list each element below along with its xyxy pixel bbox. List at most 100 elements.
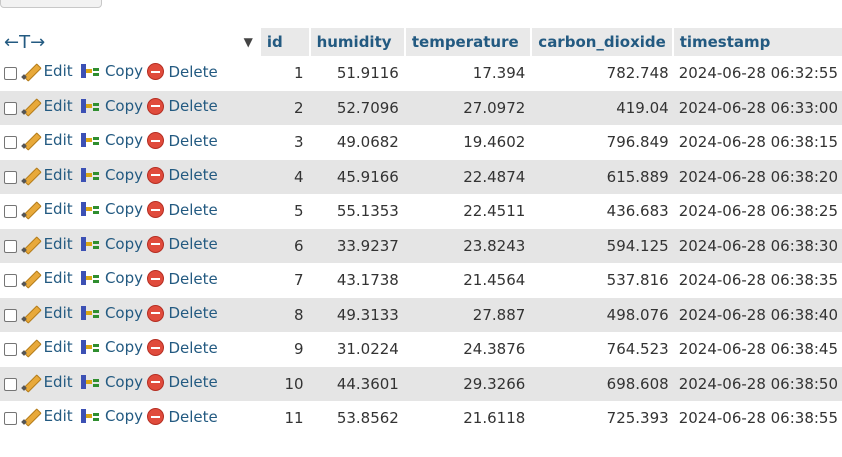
row-checkbox[interactable]: [4, 412, 18, 426]
copy-button[interactable]: Copy: [79, 97, 143, 115]
table-row[interactable]: Edit Copy Delete 6 33.9237 23.8243 594.125 2024…: [0, 228, 842, 263]
edit-button[interactable]: Edit: [22, 269, 73, 287]
row-checkbox[interactable]: [4, 136, 18, 150]
delete-button[interactable]: Delete: [147, 166, 218, 184]
copy-button[interactable]: Copy: [79, 338, 143, 356]
delete-button[interactable]: Delete: [147, 63, 218, 81]
edit-button[interactable]: Edit: [22, 304, 73, 322]
cell-humidity[interactable]: 51.9116: [336, 64, 399, 83]
cell-temperature[interactable]: 22.4511: [463, 202, 526, 221]
row-checkbox[interactable]: [4, 343, 18, 357]
cell-timestamp[interactable]: 2024-06-28 06:38:25: [678, 202, 838, 221]
delete-button[interactable]: Delete: [147, 304, 218, 322]
copy-button[interactable]: Copy: [79, 373, 143, 391]
delete-button[interactable]: Delete: [147, 339, 218, 357]
cell-humidity[interactable]: 49.0682: [336, 133, 399, 152]
row-checkbox[interactable]: [4, 377, 18, 391]
table-row[interactable]: Edit Copy Delete 3 49.0682 19.4602 796.849 2024…: [0, 125, 842, 160]
cell-carbon-dioxide[interactable]: 796.849: [606, 133, 669, 152]
cell-id[interactable]: 11: [284, 409, 304, 428]
delete-button[interactable]: Delete: [147, 408, 218, 426]
cell-temperature[interactable]: 19.4602: [463, 133, 526, 152]
cell-humidity[interactable]: 55.1353: [336, 202, 399, 221]
cell-carbon-dioxide[interactable]: 537.816: [606, 271, 669, 290]
edit-button[interactable]: Edit: [22, 373, 73, 391]
cell-id[interactable]: 10: [284, 374, 304, 393]
cell-temperature[interactable]: 21.6118: [463, 409, 526, 428]
cell-temperature[interactable]: 23.8243: [463, 236, 526, 255]
column-header-id[interactable]: id: [258, 28, 310, 56]
row-checkbox[interactable]: [4, 101, 18, 115]
edit-button[interactable]: Edit: [22, 97, 73, 115]
cell-temperature[interactable]: 27.887: [472, 305, 526, 324]
table-row[interactable]: Edit Copy Delete 4 45.9166 22.4874 615.889 2024…: [0, 159, 842, 194]
cell-humidity[interactable]: 45.9166: [336, 167, 399, 186]
cell-temperature[interactable]: 27.0972: [463, 98, 526, 117]
cell-id[interactable]: 4: [294, 167, 304, 186]
cell-timestamp[interactable]: 2024-06-28 06:38:40: [678, 305, 838, 324]
table-row[interactable]: Edit Copy Delete 11 53.8562 21.6118 725.393 202…: [0, 401, 842, 436]
delete-button[interactable]: Delete: [147, 132, 218, 150]
copy-button[interactable]: Copy: [79, 407, 143, 425]
cell-carbon-dioxide[interactable]: 419.04: [616, 98, 669, 117]
delete-button[interactable]: Delete: [147, 235, 218, 253]
cell-temperature[interactable]: 22.4874: [463, 167, 526, 186]
edit-button[interactable]: Edit: [22, 131, 73, 149]
cell-humidity[interactable]: 52.7096: [336, 98, 399, 117]
cell-humidity[interactable]: 53.8562: [336, 409, 399, 428]
row-checkbox[interactable]: [4, 205, 18, 219]
cell-id[interactable]: 5: [294, 202, 304, 221]
cell-temperature[interactable]: 24.3876: [463, 340, 526, 359]
copy-button[interactable]: Copy: [79, 131, 143, 149]
edit-button[interactable]: Edit: [22, 235, 73, 253]
cell-humidity[interactable]: 31.0224: [336, 340, 399, 359]
cell-temperature[interactable]: 21.4564: [463, 271, 526, 290]
cell-timestamp[interactable]: 2024-06-28 06:38:45: [678, 340, 838, 359]
column-arrows-icon[interactable]: ←T→: [0, 28, 79, 56]
cell-id[interactable]: 9: [294, 340, 304, 359]
cell-id[interactable]: 1: [294, 64, 304, 83]
copy-button[interactable]: Copy: [79, 166, 143, 184]
cell-id[interactable]: 8: [294, 305, 304, 324]
cell-timestamp[interactable]: 2024-06-28 06:38:50: [678, 374, 838, 393]
delete-button[interactable]: Delete: [147, 270, 218, 288]
cell-timestamp[interactable]: 2024-06-28 06:38:30: [678, 236, 838, 255]
column-header-timestamp[interactable]: timestamp: [671, 28, 842, 56]
column-header-humidity[interactable]: humidity: [308, 28, 405, 56]
delete-button[interactable]: Delete: [147, 373, 218, 391]
cell-temperature[interactable]: 17.394: [472, 64, 526, 83]
row-checkbox[interactable]: [4, 67, 18, 81]
cell-carbon-dioxide[interactable]: 698.608: [606, 374, 669, 393]
table-row[interactable]: Edit Copy Delete 5 55.1353 22.4511 436.683 2024…: [0, 194, 842, 229]
row-checkbox[interactable]: [4, 308, 18, 322]
cell-timestamp[interactable]: 2024-06-28 06:38:35: [678, 271, 838, 290]
row-checkbox[interactable]: [4, 170, 18, 184]
cell-temperature[interactable]: 29.3266: [463, 374, 526, 393]
top-button-edge[interactable]: [0, 0, 102, 8]
table-row[interactable]: Edit Copy Delete 10 44.3601 29.3266 698.608 202…: [0, 366, 842, 401]
cell-timestamp[interactable]: 2024-06-28 06:38:20: [678, 167, 838, 186]
cell-timestamp[interactable]: 2024-06-28 06:38:15: [678, 133, 838, 152]
edit-button[interactable]: Edit: [22, 200, 73, 218]
cell-id[interactable]: 6: [294, 236, 304, 255]
table-row[interactable]: Edit Copy Delete 2 52.7096 27.0972 419.04 2024-…: [0, 90, 842, 125]
cell-humidity[interactable]: 49.3133: [336, 305, 399, 324]
cell-carbon-dioxide[interactable]: 782.748: [606, 64, 669, 83]
cell-carbon-dioxide[interactable]: 615.889: [606, 167, 669, 186]
row-checkbox[interactable]: [4, 239, 18, 253]
table-row[interactable]: Edit Copy Delete 1 51.9116 17.394 782.748 2024-…: [0, 56, 842, 91]
cell-carbon-dioxide[interactable]: 594.125: [606, 236, 669, 255]
table-row[interactable]: Edit Copy Delete 9 31.0224 24.3876 764.523 2024…: [0, 332, 842, 367]
cell-timestamp[interactable]: 2024-06-28 06:32:55: [678, 64, 838, 83]
copy-button[interactable]: Copy: [79, 235, 143, 253]
copy-button[interactable]: Copy: [79, 269, 143, 287]
copy-button[interactable]: Copy: [79, 304, 143, 322]
delete-button[interactable]: Delete: [147, 201, 218, 219]
table-row[interactable]: Edit Copy Delete 8 49.3133 27.887 498.076 2024-…: [0, 297, 842, 332]
cell-id[interactable]: 7: [294, 271, 304, 290]
cell-humidity[interactable]: 43.1738: [336, 271, 399, 290]
edit-button[interactable]: Edit: [22, 166, 73, 184]
cell-carbon-dioxide[interactable]: 498.076: [606, 305, 669, 324]
column-header-temperature[interactable]: temperature: [403, 28, 532, 56]
cell-humidity[interactable]: 44.3601: [336, 374, 399, 393]
